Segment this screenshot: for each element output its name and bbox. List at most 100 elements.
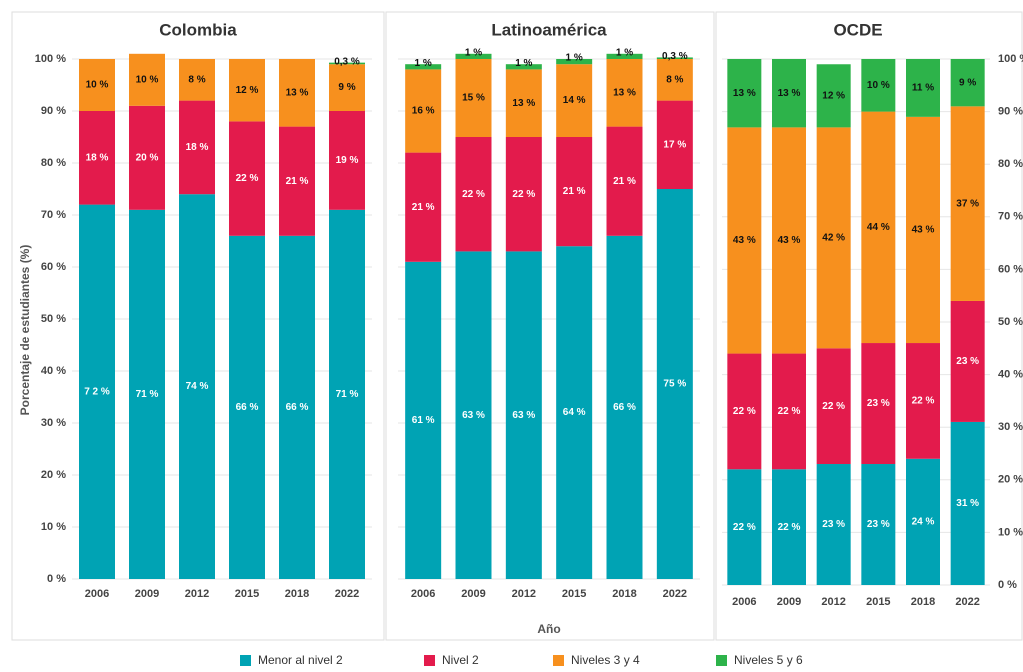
value-label: 16 % xyxy=(412,106,435,117)
x-tick-label: 2006 xyxy=(732,596,756,608)
bar-segment xyxy=(79,204,115,579)
value-label: 0,3 % xyxy=(334,56,360,67)
bar-segment xyxy=(405,152,442,262)
x-tick-label: 2006 xyxy=(85,588,109,600)
legend-label: Nivel 2 xyxy=(442,653,479,667)
bar-segment xyxy=(556,59,593,65)
value-label: 13 % xyxy=(512,98,535,109)
bar-segment xyxy=(656,57,693,59)
value-label: 22 % xyxy=(778,406,801,417)
x-tick-label: 2015 xyxy=(235,588,259,600)
value-label: 18 % xyxy=(86,152,109,163)
value-label: 22 % xyxy=(236,173,259,184)
bar-segment xyxy=(727,469,762,585)
bar-segment xyxy=(329,209,365,580)
x-tick-label: 2006 xyxy=(411,588,435,600)
bar-segment xyxy=(816,64,851,128)
y-tick-label: 70 % xyxy=(998,211,1023,223)
value-label: 21 % xyxy=(286,176,309,187)
chart-title: Colombia xyxy=(159,20,237,39)
bar-segment xyxy=(556,246,593,579)
y-tick-label: 30 % xyxy=(41,417,66,429)
bar-segment xyxy=(455,59,492,137)
value-label: 8 % xyxy=(188,74,205,85)
bar-segment xyxy=(505,251,542,579)
value-label: 71 % xyxy=(136,389,159,400)
value-label: 63 % xyxy=(462,410,485,421)
bar-segment xyxy=(772,127,806,354)
x-tick-label: 2015 xyxy=(866,596,890,608)
bar-segment xyxy=(405,261,442,579)
value-label: 22 % xyxy=(512,189,535,200)
value-label: 37 % xyxy=(956,198,979,209)
value-label: 22 % xyxy=(822,401,845,412)
bar-segment xyxy=(229,59,265,122)
value-label: 9 % xyxy=(959,77,976,88)
x-tick-label: 2022 xyxy=(663,588,687,600)
x-tick-label: 2012 xyxy=(185,588,209,600)
value-label: 13 % xyxy=(733,88,756,99)
y-axis-label: Porcentaje de estudiantes (%) xyxy=(18,245,32,416)
bar-segment xyxy=(279,59,315,127)
value-label: 44 % xyxy=(867,222,890,233)
bar-segment xyxy=(606,59,643,127)
bar-segment xyxy=(727,127,762,354)
value-label: 1 % xyxy=(415,58,432,69)
value-label: 12 % xyxy=(236,85,259,96)
y-tick-label: 70 % xyxy=(41,209,66,221)
x-tick-label: 2022 xyxy=(335,588,359,600)
value-label: 21 % xyxy=(563,186,586,197)
value-label: 1 % xyxy=(465,47,482,58)
y-tick-label: 40 % xyxy=(41,365,66,377)
bar-segment xyxy=(179,194,215,579)
chart-title: OCDE xyxy=(833,20,882,39)
value-label: 13 % xyxy=(613,87,636,98)
value-label: 15 % xyxy=(462,93,485,104)
value-label: 13 % xyxy=(286,87,309,98)
y-tick-label: 60 % xyxy=(998,263,1023,275)
bar-segment xyxy=(906,343,940,459)
legend-label: Menor al nivel 2 xyxy=(258,653,343,667)
value-label: 12 % xyxy=(822,90,845,101)
bar-segment xyxy=(772,469,806,585)
x-tick-label: 2012 xyxy=(512,588,536,600)
bar-segment xyxy=(455,53,492,59)
legend-swatch xyxy=(240,655,251,666)
value-label: 43 % xyxy=(912,225,935,236)
bar-segment xyxy=(179,59,215,101)
y-tick-label: 50 % xyxy=(41,313,66,325)
value-label: 8 % xyxy=(666,74,683,85)
value-label: 9 % xyxy=(338,82,355,93)
bar-segment xyxy=(79,111,115,205)
value-label: 21 % xyxy=(412,202,435,213)
bar-segment xyxy=(727,59,762,128)
y-tick-label: 20 % xyxy=(998,474,1023,486)
bar-segment xyxy=(772,59,806,128)
value-label: 20 % xyxy=(136,152,159,163)
value-label: 63 % xyxy=(512,410,535,421)
bar-segment xyxy=(606,235,643,580)
value-label: 71 % xyxy=(336,389,359,400)
y-tick-label: 100 % xyxy=(998,53,1023,65)
y-tick-label: 60 % xyxy=(41,261,66,273)
legend-swatch xyxy=(424,655,435,666)
bar-segment xyxy=(405,69,442,153)
value-label: 19 % xyxy=(336,155,359,166)
y-tick-label: 90 % xyxy=(41,105,66,117)
bar-segment xyxy=(861,59,896,112)
panel-frame xyxy=(11,11,385,641)
bar-segment xyxy=(816,464,851,585)
bar-segment xyxy=(950,421,985,585)
y-tick-label: 10 % xyxy=(998,526,1023,538)
bar-segment xyxy=(279,126,315,236)
bar-segment xyxy=(79,59,115,111)
bar-segment xyxy=(950,59,985,107)
bar-segment xyxy=(656,100,693,189)
value-label: 13 % xyxy=(778,88,801,99)
y-tick-label: 10 % xyxy=(41,521,66,533)
y-tick-label: 50 % xyxy=(998,316,1023,328)
y-tick-label: 80 % xyxy=(41,157,66,169)
legend-swatch xyxy=(716,655,727,666)
bar-segment xyxy=(229,235,265,580)
x-tick-label: 2022 xyxy=(955,596,979,608)
